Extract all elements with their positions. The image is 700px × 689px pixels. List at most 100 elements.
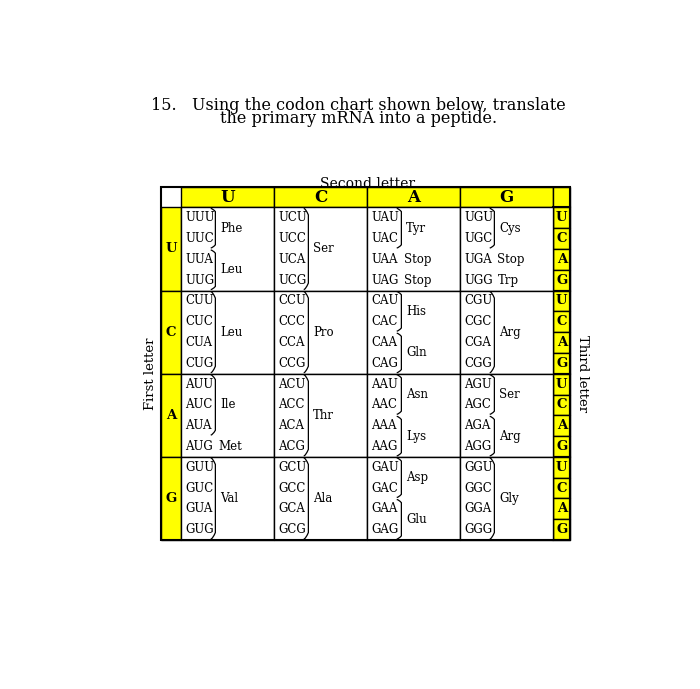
Text: C: C [556, 482, 567, 495]
Text: UAA: UAA [371, 253, 398, 266]
Bar [461, 207, 553, 291]
Text: CUC: CUC [185, 316, 213, 328]
Bar [161, 187, 570, 540]
Text: CUA: CUA [185, 336, 212, 349]
Bar [368, 207, 461, 291]
Text: AAU: AAU [371, 378, 398, 391]
Text: AAG: AAG [371, 440, 398, 453]
Text: AUC: AUC [185, 398, 213, 411]
Text: Gln: Gln [406, 347, 427, 360]
Text: GAA: GAA [371, 502, 398, 515]
Text: UUA: UUA [185, 253, 213, 266]
Bar [181, 187, 274, 207]
Text: GUC: GUC [185, 482, 214, 495]
Text: Glu: Glu [406, 513, 427, 526]
Bar [274, 187, 368, 207]
Bar [461, 457, 553, 540]
Text: G: G [556, 440, 568, 453]
Text: CGA: CGA [464, 336, 491, 349]
Text: CGG: CGG [464, 357, 492, 370]
Text: UGU: UGU [464, 212, 494, 225]
Bar [161, 291, 181, 373]
Text: C: C [556, 232, 567, 245]
Bar [553, 477, 570, 498]
Text: AGC: AGC [464, 398, 491, 411]
Text: GAU: GAU [371, 461, 399, 474]
Text: C: C [556, 316, 567, 328]
Text: Pro: Pro [313, 326, 334, 339]
Bar [553, 228, 570, 249]
Text: Met: Met [218, 440, 242, 453]
Text: Leu: Leu [220, 263, 242, 276]
Text: GAG: GAG [371, 523, 398, 536]
Text: C: C [556, 398, 567, 411]
Text: CAU: CAU [371, 294, 398, 307]
Text: ACU: ACU [278, 378, 305, 391]
Text: U: U [556, 212, 568, 225]
Text: Stop: Stop [498, 253, 525, 266]
Bar [553, 498, 570, 520]
Text: Arg: Arg [499, 326, 521, 339]
Text: GGA: GGA [464, 502, 491, 515]
Bar [368, 373, 461, 457]
Bar [368, 291, 461, 373]
Bar [553, 291, 570, 373]
Text: UUC: UUC [185, 232, 214, 245]
Text: UCC: UCC [278, 232, 306, 245]
Text: His: His [406, 305, 426, 318]
Text: Phe: Phe [220, 222, 242, 235]
Bar [553, 373, 570, 457]
Text: AAC: AAC [371, 398, 397, 411]
Text: U: U [556, 294, 568, 307]
Text: GAC: GAC [371, 482, 398, 495]
Text: CCC: CCC [278, 316, 305, 328]
Text: AUG: AUG [185, 440, 213, 453]
Text: UAG: UAG [371, 274, 398, 287]
Bar [274, 207, 368, 291]
Text: CCG: CCG [278, 357, 305, 370]
Text: AUA: AUA [185, 419, 211, 432]
Bar [181, 457, 274, 540]
Bar [553, 311, 570, 332]
Bar [161, 207, 181, 291]
Text: G: G [556, 523, 568, 536]
Text: AGA: AGA [464, 419, 491, 432]
Text: C: C [166, 326, 176, 339]
Text: Arg: Arg [499, 430, 521, 442]
Text: Third letter: Third letter [576, 335, 589, 412]
Bar [553, 457, 570, 477]
Text: CCA: CCA [278, 336, 304, 349]
Bar [181, 291, 274, 373]
Text: G: G [500, 189, 514, 206]
Bar [553, 207, 570, 291]
Text: C: C [314, 189, 328, 206]
Text: UCA: UCA [278, 253, 305, 266]
Text: CAA: CAA [371, 336, 397, 349]
Text: U: U [556, 461, 568, 474]
Text: CCU: CCU [278, 294, 306, 307]
Text: A: A [556, 253, 567, 266]
Text: GCG: GCG [278, 523, 306, 536]
Text: A: A [166, 409, 176, 422]
Bar [274, 291, 368, 373]
Bar [461, 187, 553, 207]
Text: G: G [556, 357, 568, 370]
Text: U: U [220, 189, 235, 206]
Text: CAG: CAG [371, 357, 398, 370]
Bar [553, 332, 570, 353]
Text: AGG: AGG [464, 440, 491, 453]
Text: UUU: UUU [185, 212, 215, 225]
Text: Stop: Stop [405, 274, 432, 287]
Text: GGU: GGU [464, 461, 493, 474]
Text: UGC: UGC [464, 232, 492, 245]
Text: GGG: GGG [464, 523, 492, 536]
Bar [553, 520, 570, 540]
Bar [553, 207, 570, 228]
Bar [553, 187, 570, 207]
Text: U: U [165, 243, 177, 256]
Text: GUA: GUA [185, 502, 213, 515]
Text: Cys: Cys [499, 222, 521, 235]
Text: AAA: AAA [371, 419, 397, 432]
Bar [161, 457, 181, 540]
Text: AGU: AGU [464, 378, 492, 391]
